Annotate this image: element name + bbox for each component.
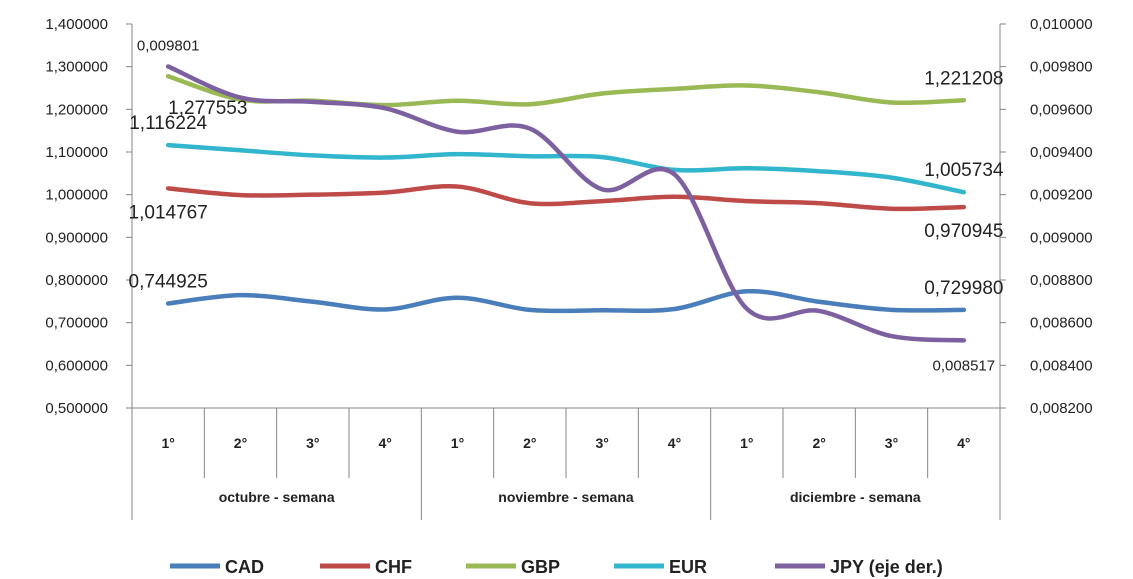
category-label: 4°	[668, 435, 681, 451]
legend: CAD CHF GBP EUR JPY (eje der.)	[170, 557, 943, 577]
legend-label: CAD	[225, 557, 264, 577]
category-axis: 1° 2° 3° 4° 1° 2° 3° 4° 1° 2° 3° 4° octubre - semana…	[131, 408, 1001, 520]
legend-label: JPY (eje der.)	[830, 557, 943, 577]
group-label: diciembre - semana	[790, 489, 921, 505]
series-line-chf	[165, 184, 967, 212]
left-tick-label: 1,400000	[45, 16, 108, 33]
right-tick-label: 0,008600	[1030, 315, 1093, 332]
category-label: 3°	[885, 435, 898, 451]
left-tick-label: 0,500000	[45, 400, 108, 417]
series-line-cad	[165, 288, 967, 314]
left-tick-label: 1,300000	[45, 59, 108, 76]
series-line-eur	[165, 142, 967, 195]
category-label: 2°	[523, 435, 536, 451]
category-label: 1°	[161, 435, 174, 451]
right-tick-label: 0,008200	[1030, 400, 1093, 417]
category-label: 3°	[306, 435, 319, 451]
category-label: 4°	[957, 435, 970, 451]
legend-label: EUR	[669, 557, 707, 577]
data-label: 0,008517	[933, 357, 996, 374]
left-tick-label: 0,800000	[45, 272, 108, 289]
data-label: 1,277553	[168, 98, 247, 119]
data-label: 0,729980	[924, 278, 1003, 299]
series-line-jpy-eje-der	[165, 64, 967, 343]
chart-axes: 0,500000 0,600000 0,700000 0,800000 0,900000…	[45, 16, 1092, 417]
series-lines	[165, 64, 967, 343]
right-tick-label: 0,009200	[1030, 187, 1093, 204]
left-tick-label: 1,100000	[45, 144, 108, 161]
left-tick-label: 0,600000	[45, 357, 108, 374]
data-label: 1,005734	[924, 160, 1004, 181]
data-label: 0,744925	[129, 271, 208, 292]
left-tick-label: 1,000000	[45, 187, 108, 204]
right-tick-label: 0,008400	[1030, 357, 1093, 374]
left-tick-label: 0,900000	[45, 229, 108, 246]
data-label: 0,009801	[137, 37, 200, 54]
right-tick-label: 0,010000	[1030, 16, 1093, 33]
category-label: 1°	[451, 435, 464, 451]
category-label: 1°	[740, 435, 753, 451]
data-label: 1,014767	[129, 202, 208, 223]
data-labels: 1,277553 1,221208 1,116224 1,005734 1,014767…	[129, 37, 1004, 374]
category-label: 3°	[595, 435, 608, 451]
group-label: noviembre - semana	[498, 489, 634, 505]
legend-label: CHF	[375, 557, 412, 577]
right-tick-label: 0,009400	[1030, 144, 1093, 161]
left-tick-label: 1,200000	[45, 101, 108, 118]
group-label: octubre - semana	[219, 489, 335, 505]
category-label: 2°	[812, 435, 825, 451]
data-label: 1,116224	[129, 113, 207, 134]
category-label: 4°	[378, 435, 391, 451]
right-tick-label: 0,009600	[1030, 101, 1093, 118]
right-tick-label: 0,008800	[1030, 272, 1093, 289]
right-tick-label: 0,009000	[1030, 229, 1093, 246]
data-label: 0,970945	[924, 221, 1003, 242]
category-label: 2°	[234, 435, 247, 451]
right-tick-label: 0,009800	[1030, 59, 1093, 76]
data-label: 1,221208	[924, 68, 1003, 89]
left-tick-label: 0,700000	[45, 315, 108, 332]
legend-label: GBP	[521, 557, 560, 577]
